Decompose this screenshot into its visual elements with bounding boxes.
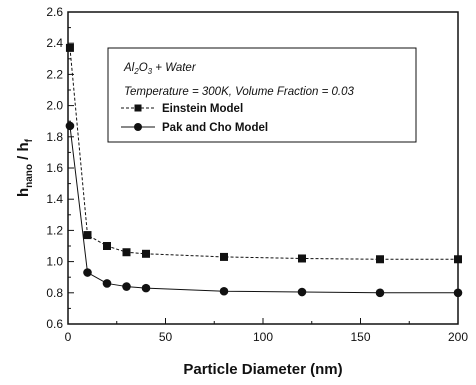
x-axis-ticks: 0 50 100 150 200 <box>65 318 468 344</box>
point-pak-cho <box>219 286 229 296</box>
y-axis-ticks: 0.6 0.8 1.0 1.2 1.4 1.6 1.8 2.0 2.2 2.4 2.6 <box>46 5 74 331</box>
legend-box <box>107 47 417 143</box>
y-tick-label: 0.6 <box>46 317 63 331</box>
legend-label-pakcho: Pak and Cho Model <box>162 122 268 134</box>
y-axis-title-sub-nano: nano <box>24 164 35 188</box>
y-tick-label: 1.2 <box>46 223 63 237</box>
y-axis-title-main: h <box>15 188 32 197</box>
point-pak-cho <box>297 287 307 297</box>
series-markers <box>65 43 463 298</box>
annotation-compound: Al2O3 + Water <box>123 62 197 76</box>
point-pak-cho <box>102 279 112 288</box>
y-tick-label: 2.6 <box>46 5 63 19</box>
point-pak-cho <box>141 283 151 293</box>
y-axis-title-sep: / h <box>15 142 32 164</box>
y-tick-label: 1.4 <box>46 192 63 206</box>
x-tick-label: 150 <box>350 330 370 344</box>
svg-text:hnano / hf: hnano / hf <box>15 138 35 197</box>
point-einstein <box>83 231 92 240</box>
y-axis-title-sub-f: f <box>24 138 35 142</box>
x-axis-title: Particle Diameter (nm) <box>183 361 342 378</box>
point-einstein <box>376 255 384 264</box>
y-tick-label: 2.2 <box>46 67 63 81</box>
legend-marker-pakcho <box>134 123 142 131</box>
point-einstein <box>220 252 228 261</box>
y-tick-label: 2.0 <box>46 99 63 113</box>
point-pak-cho <box>122 282 131 291</box>
legend: Al2O3 + Water Temperature = 300K, Volume… <box>107 47 417 143</box>
point-einstein <box>454 255 462 264</box>
point-pak-cho <box>375 288 385 298</box>
series-line-pak-cho <box>69 125 458 294</box>
y-tick-label: 0.8 <box>46 286 63 300</box>
point-pak-cho <box>65 121 75 131</box>
y-tick-label: 1.0 <box>46 255 63 269</box>
x-tick-label: 200 <box>448 330 468 344</box>
y-tick-label: 2.4 <box>46 36 63 50</box>
y-axis-title: hnano / hf <box>15 138 35 197</box>
point-einstein <box>142 249 150 258</box>
y-tick-label: 1.6 <box>46 161 63 175</box>
x-tick-label: 50 <box>159 330 173 344</box>
annotation-conditions: Temperature = 300K, Volume Fraction = 0.… <box>124 86 355 98</box>
point-einstein <box>122 248 131 257</box>
legend-label-einstein: Einstein Model <box>162 103 243 115</box>
point-pak-cho <box>453 288 463 298</box>
x-tick-label: 0 <box>65 330 72 344</box>
point-einstein <box>65 43 74 52</box>
x-tick-label: 100 <box>253 330 273 344</box>
point-einstein <box>298 254 306 263</box>
legend-marker-einstein <box>134 104 142 112</box>
point-einstein <box>103 242 111 250</box>
y-tick-label: 1.8 <box>46 130 63 144</box>
point-pak-cho <box>83 268 92 277</box>
